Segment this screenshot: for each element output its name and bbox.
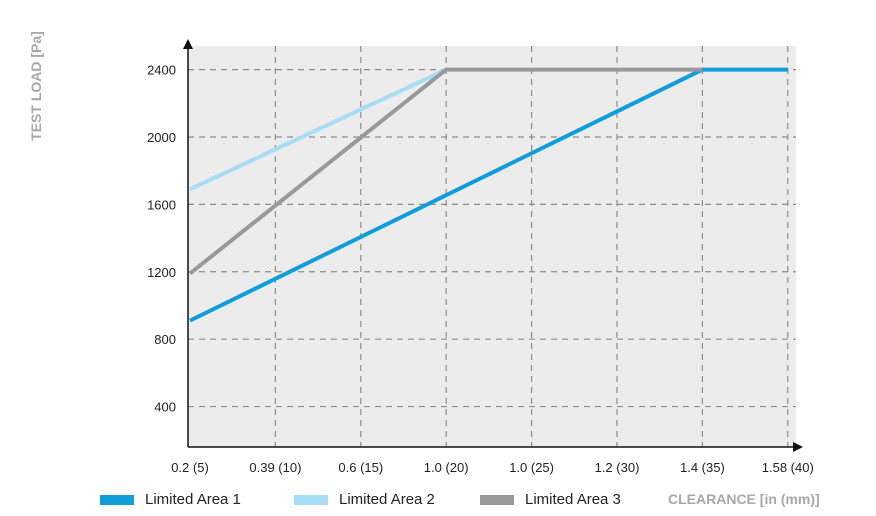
x-axis-arrow (793, 442, 803, 452)
y-tick-label: 400 (154, 400, 176, 415)
y-tick-label: 2400 (147, 63, 176, 78)
x-tick-label: 0.2 (5) (171, 460, 209, 475)
series-lines (188, 67, 788, 323)
series-line-3 (188, 67, 703, 276)
legend-label: Limited Area 1 (145, 491, 241, 508)
series-line-2 (189, 67, 448, 192)
legend-swatch (480, 495, 514, 505)
y-tick-label: 800 (154, 332, 176, 347)
legend-label: Limited Area 3 (525, 491, 621, 508)
legend-swatch (100, 495, 134, 505)
plot-area (188, 46, 796, 447)
legend-swatch (294, 495, 328, 505)
y-tick-label: 1600 (147, 197, 176, 212)
x-tick-label: 1.4 (35) (680, 460, 725, 475)
axes (183, 39, 803, 452)
x-tick-label: 1.2 (30) (595, 460, 640, 475)
x-tick-label: 1.0 (20) (424, 460, 469, 475)
x-tick-label: 0.6 (15) (338, 460, 383, 475)
y-tick-labels: 400 800 1200 1600 2000 2400 (147, 63, 176, 415)
x-tick-label: 0.39 (10) (249, 460, 301, 475)
legend-label: Limited Area 2 (339, 491, 435, 508)
x-axis-label: CLEARANCE [in (mm)] (668, 491, 820, 507)
x-tick-label: 1.58 (40) (762, 460, 814, 475)
x-tick-labels: 0.2 (5) 0.39 (10) 0.6 (15) 1.0 (20) 1.0 (25)… (171, 460, 814, 475)
y-axis-arrow (183, 39, 193, 49)
y-tick-label: 1200 (147, 265, 176, 280)
y-axis-label: TEST LOAD [Pa] (28, 31, 44, 141)
legend: Limited Area 1 Limited Area 2 Limited Ar… (0, 488, 876, 512)
x-tick-label: 1.0 (25) (509, 460, 554, 475)
y-tick-label: 2000 (147, 130, 176, 145)
